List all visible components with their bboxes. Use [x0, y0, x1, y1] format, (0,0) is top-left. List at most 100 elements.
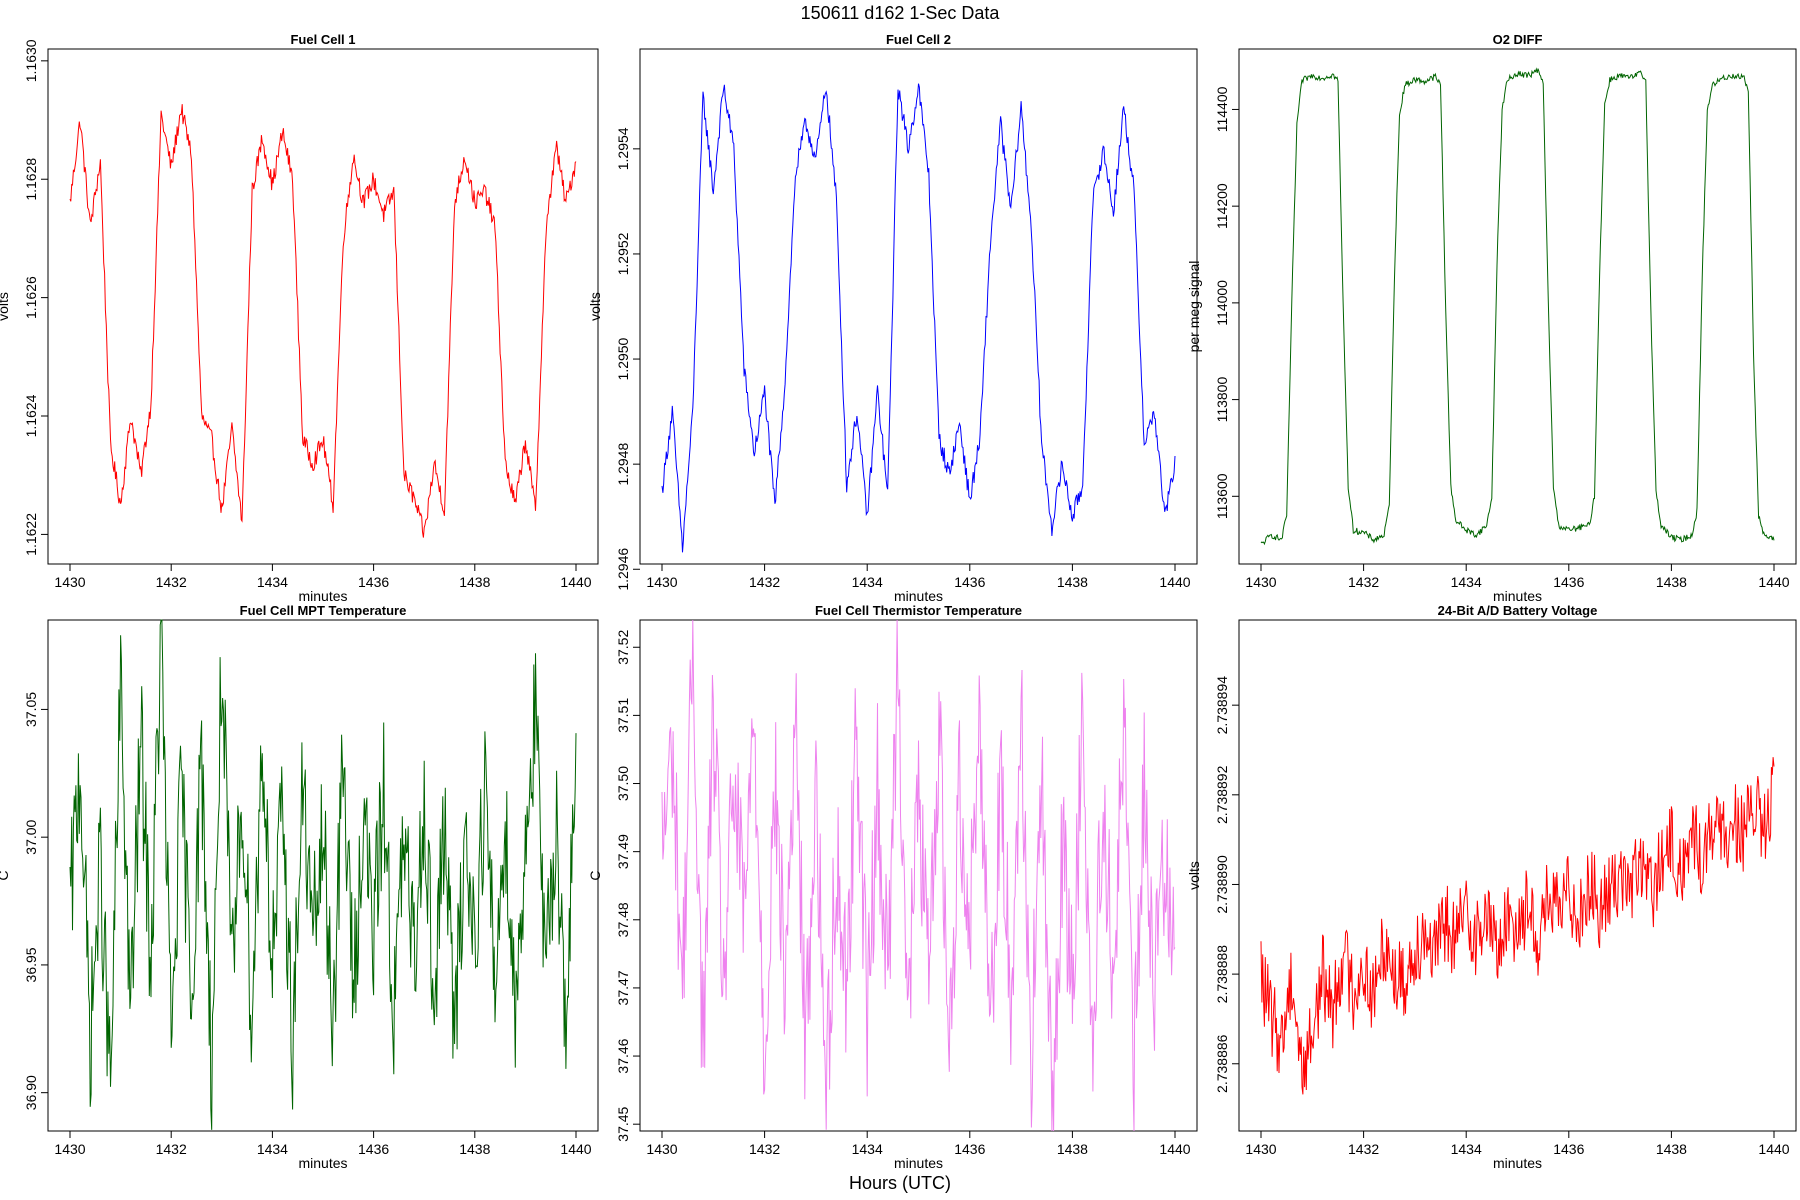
x-tick-label: 1430	[646, 574, 677, 590]
y-tick-label: 114200	[1214, 183, 1230, 229]
y-tick-label: 37.47	[615, 970, 631, 1005]
x-tick-label: 1434	[1451, 1141, 1482, 1157]
x-tick-label: 1438	[459, 574, 490, 590]
x-tick-label: 1430	[646, 1141, 677, 1157]
y-tick-label: 1.1622	[23, 513, 39, 556]
series-line	[661, 619, 1176, 1132]
x-tick-label: 1434	[257, 574, 288, 590]
x-tick-label: 1434	[1451, 574, 1482, 590]
x-tick-label: 1436	[358, 1141, 389, 1157]
panels: Fuel Cell 1 1430 1432 1434 1436 1438 1440 minut…	[0, 32, 1797, 1171]
y-tick-label: 114400	[1214, 86, 1230, 132]
x-tick-label: 1436	[954, 574, 985, 590]
y-axis-label: volts	[0, 292, 11, 321]
y-tick-label: 1.2948	[615, 443, 631, 486]
y-tick-label: 2.738892	[1214, 765, 1230, 824]
y-tick-label: 2.738890	[1214, 855, 1230, 914]
series-line	[69, 104, 577, 538]
x-tick-label: 1432	[156, 1141, 187, 1157]
chart-panel-5: Fuel Cell Thermistor Temperature 1430 1432…	[587, 603, 1198, 1171]
y-axis-label: C	[587, 870, 603, 880]
chart-panel-6: 24-Bit A/D Battery Voltage 1430 1432 1434 14…	[1186, 603, 1797, 1171]
x-tick-label: 1436	[358, 574, 389, 590]
y-tick-label: 37.50	[615, 766, 631, 801]
x-tick-label: 1430	[54, 1141, 85, 1157]
x-tick-label: 1436	[954, 1141, 985, 1157]
x-tick-label: 1432	[1348, 574, 1379, 590]
panel-title: O2 DIFF	[1493, 32, 1543, 47]
figure-title: 150611 d162 1-Sec Data	[801, 3, 1001, 23]
chart-panel-1: Fuel Cell 1 1430 1432 1434 1436 1438 1440 minut…	[0, 32, 599, 604]
x-tick-label: 1436	[1553, 574, 1584, 590]
x-tick-label: 1434	[852, 574, 883, 590]
x-tick-label: 1430	[1245, 574, 1276, 590]
figure-xlabel: Hours (UTC)	[849, 1173, 951, 1193]
x-tick-label: 1440	[1758, 574, 1789, 590]
y-tick-label: 1.2950	[615, 337, 631, 380]
x-tick-label: 1438	[1057, 1141, 1088, 1157]
x-axis-label: minutes	[298, 588, 347, 604]
panel-title: Fuel Cell 1	[290, 32, 355, 47]
y-tick-label: 113800	[1214, 377, 1230, 423]
x-tick-label: 1432	[749, 1141, 780, 1157]
x-tick-label: 1434	[257, 1141, 288, 1157]
y-tick-label: 1.1624	[23, 394, 39, 437]
y-tick-label: 1.1626	[23, 276, 39, 319]
y-tick-label: 37.46	[615, 1038, 631, 1073]
x-tick-label: 1434	[852, 1141, 883, 1157]
x-axis-label: minutes	[894, 588, 943, 604]
y-tick-label: 36.90	[23, 1075, 39, 1110]
x-axis-label: minutes	[1493, 1155, 1542, 1171]
y-tick-label: 1.1630	[23, 39, 39, 82]
x-tick-label: 1440	[560, 1141, 591, 1157]
x-axis-label: minutes	[1493, 588, 1542, 604]
y-tick-label: 37.49	[615, 834, 631, 869]
panel-title: Fuel Cell Thermistor Temperature	[815, 603, 1022, 618]
series-line	[1260, 67, 1775, 546]
chart-panel-4: Fuel Cell MPT Temperature 1430 1432 1434 143…	[0, 603, 599, 1171]
y-tick-label: 37.48	[615, 902, 631, 937]
x-tick-label: 1438	[1656, 574, 1687, 590]
y-axis-label: volts	[587, 292, 603, 321]
y-tick-label: 2.738894	[1214, 676, 1230, 735]
y-tick-label: 37.05	[23, 692, 39, 727]
y-axis-label: per meg signal	[1186, 261, 1202, 353]
x-tick-label: 1432	[749, 574, 780, 590]
x-tick-label: 1438	[459, 1141, 490, 1157]
y-axis-label: volts	[1186, 861, 1202, 890]
y-tick-label: 2.738888	[1214, 945, 1230, 1004]
x-axis-label: minutes	[298, 1155, 347, 1171]
panel-title: Fuel Cell 2	[886, 32, 951, 47]
y-tick-label: 113600	[1214, 473, 1230, 519]
x-tick-label: 1440	[1159, 574, 1190, 590]
y-tick-label: 36.95	[23, 947, 39, 982]
y-tick-label: 1.2952	[615, 232, 631, 275]
chart-panel-3: O2 DIFF 1430 1432 1434 1436 1438 1440 minutes 11…	[1186, 32, 1797, 604]
y-tick-label: 1.2946	[615, 548, 631, 591]
y-axis-label: C	[0, 870, 11, 880]
y-tick-label: 37.00	[23, 819, 39, 854]
x-tick-label: 1438	[1656, 1141, 1687, 1157]
series-line	[1260, 757, 1775, 1095]
y-tick-label: 37.52	[615, 630, 631, 665]
x-tick-label: 1432	[156, 574, 187, 590]
x-tick-label: 1438	[1057, 574, 1088, 590]
x-tick-label: 1430	[1245, 1141, 1276, 1157]
y-tick-label: 1.1628	[23, 158, 39, 201]
y-tick-label: 37.45	[615, 1106, 631, 1141]
x-tick-label: 1430	[54, 574, 85, 590]
y-tick-label: 1.2954	[615, 127, 631, 170]
x-tick-label: 1436	[1553, 1141, 1584, 1157]
series-line	[69, 619, 577, 1130]
x-tick-label: 1440	[1159, 1141, 1190, 1157]
y-tick-label: 37.51	[615, 698, 631, 733]
x-tick-label: 1440	[1758, 1141, 1789, 1157]
panel-title: Fuel Cell MPT Temperature	[240, 603, 407, 618]
x-tick-label: 1440	[560, 574, 591, 590]
y-tick-label: 2.738886	[1214, 1034, 1230, 1093]
series-line	[661, 83, 1176, 553]
x-axis-label: minutes	[894, 1155, 943, 1171]
x-tick-label: 1432	[1348, 1141, 1379, 1157]
